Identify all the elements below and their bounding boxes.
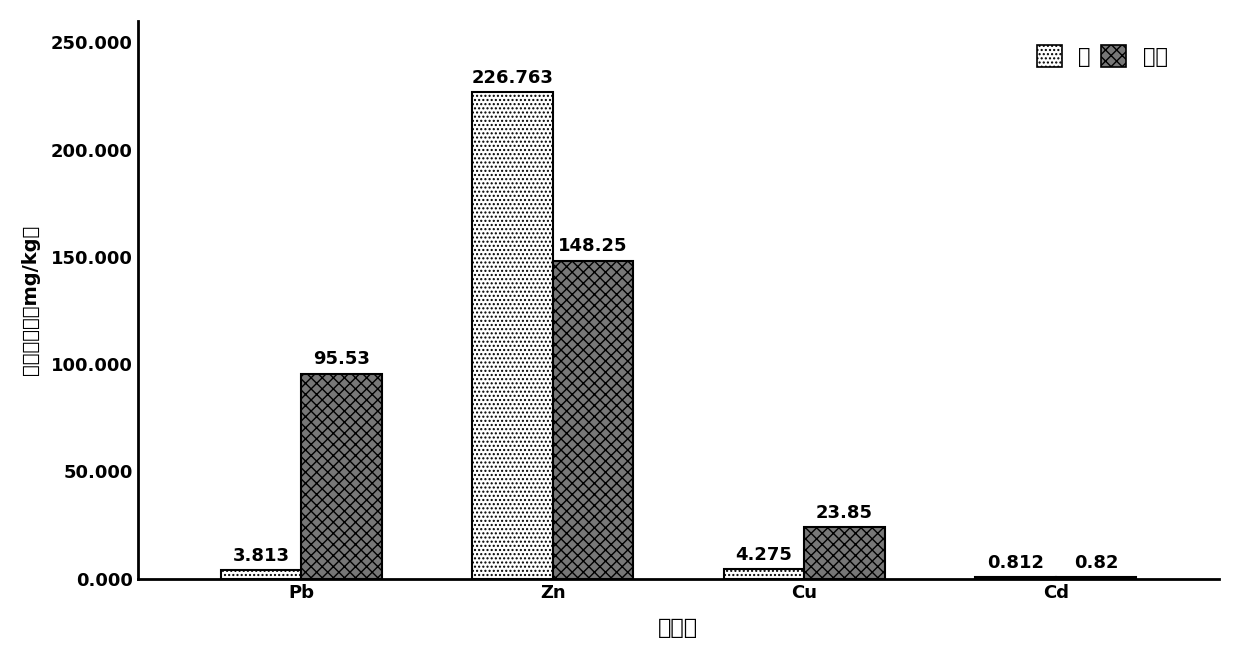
Text: 226.763: 226.763 bbox=[471, 69, 553, 87]
Bar bbox=[221, 571, 301, 579]
Bar bbox=[805, 527, 884, 579]
Text: 0.82: 0.82 bbox=[1074, 554, 1118, 571]
Bar bbox=[301, 374, 382, 579]
Text: 23.85: 23.85 bbox=[816, 504, 873, 522]
Text: 148.25: 148.25 bbox=[558, 237, 627, 255]
Bar bbox=[724, 569, 805, 579]
Legend: 叶, 土壤: 叶, 土壤 bbox=[1028, 37, 1177, 75]
Bar bbox=[472, 92, 553, 579]
Bar bbox=[1055, 577, 1136, 579]
Y-axis label: 重金属含量（mg/kg）: 重金属含量（mg/kg） bbox=[21, 225, 40, 375]
X-axis label: 重金属: 重金属 bbox=[658, 618, 698, 638]
Text: 3.813: 3.813 bbox=[232, 547, 289, 565]
Bar bbox=[553, 260, 634, 579]
Text: 4.275: 4.275 bbox=[735, 546, 792, 564]
Text: 0.812: 0.812 bbox=[987, 554, 1044, 571]
Bar bbox=[975, 577, 1055, 579]
Text: 95.53: 95.53 bbox=[312, 351, 370, 368]
